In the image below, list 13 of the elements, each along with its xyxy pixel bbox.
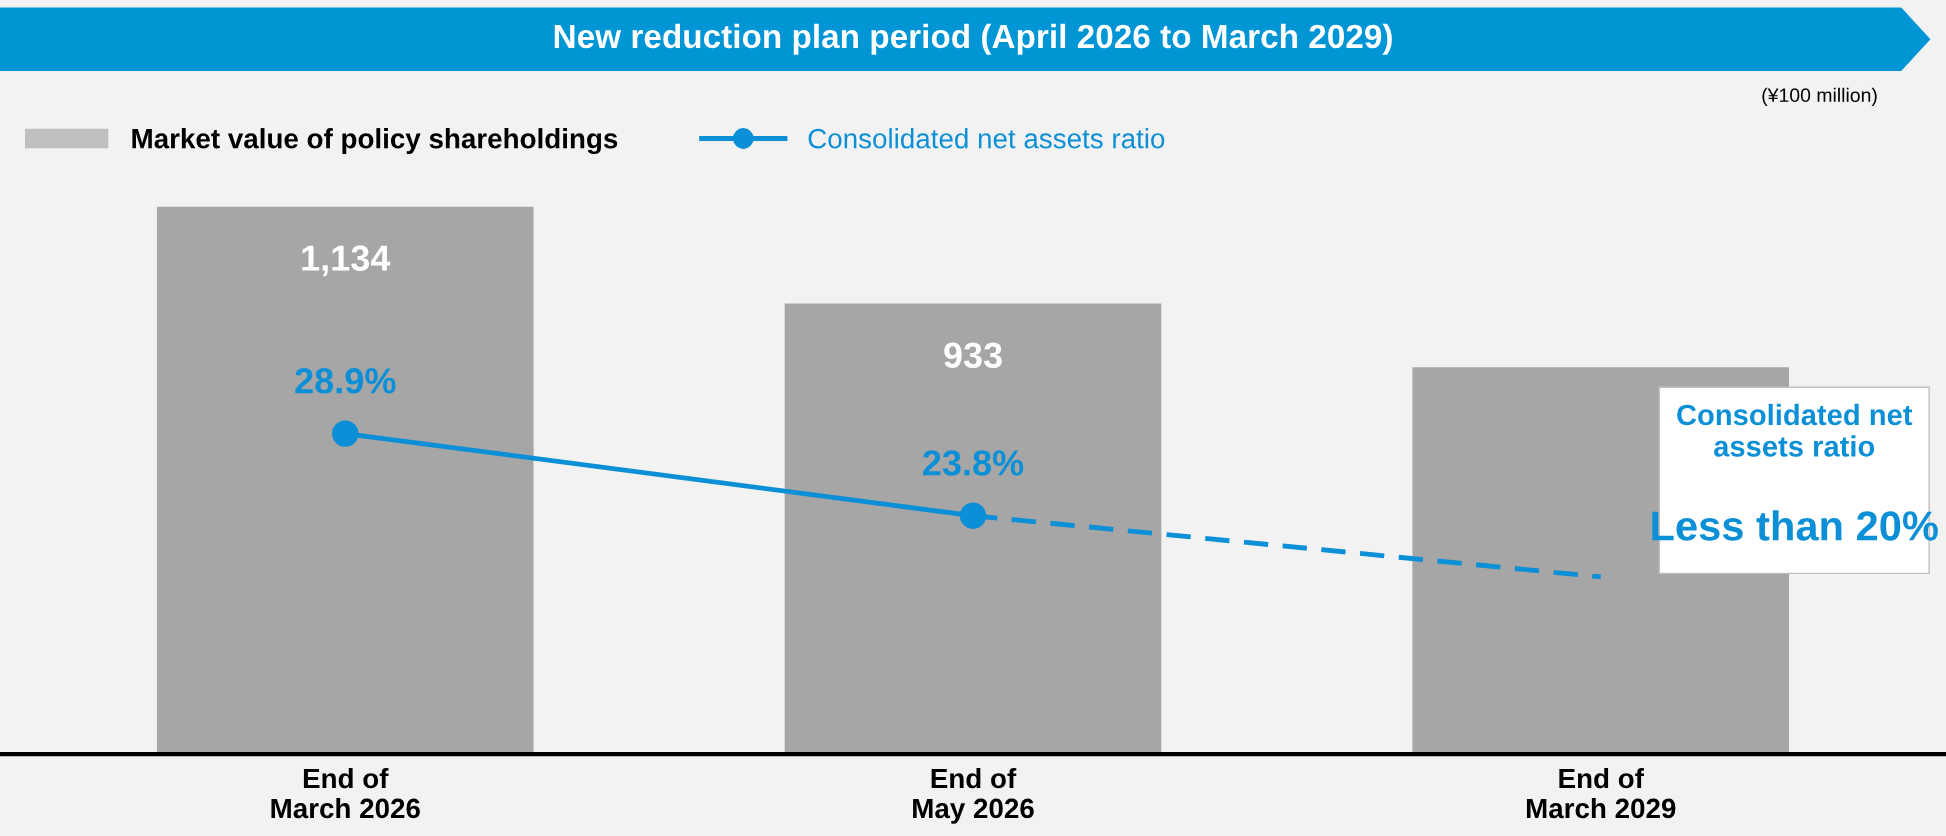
data-label: 1,134 <box>302 245 391 277</box>
chart-title: New reduction plan period (April 2026 to March 2029) <box>554 23 1392 55</box>
data-label: 933 <box>944 342 1002 369</box>
annotation: Less than 20% <box>1652 510 1938 541</box>
data-label: 28.9% <box>295 368 396 394</box>
x-tick-label: End of May 2026 <box>913 767 1034 824</box>
legend-label: Consolidated net assets ratio <box>808 128 1165 149</box>
x-tick-label: End of March 2026 <box>271 767 420 819</box>
data-label: 23.8% <box>923 450 1024 476</box>
text: Market value of policy shareholdings <box>132 128 618 155</box>
text: (¥100 million) <box>1762 87 1877 106</box>
annotation: Consolidated net assets ratio <box>1677 403 1913 457</box>
x-tick-label: End of March 2029 <box>1526 767 1676 819</box>
